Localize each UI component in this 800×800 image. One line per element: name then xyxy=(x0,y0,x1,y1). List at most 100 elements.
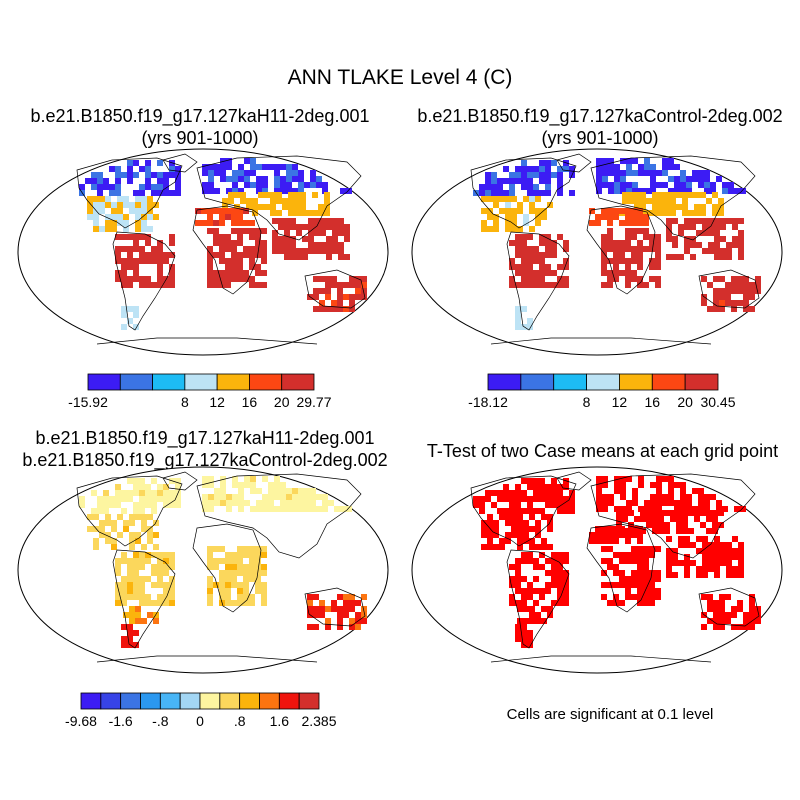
significant-cell xyxy=(601,546,607,552)
data-cell xyxy=(314,230,320,236)
data-cell xyxy=(755,276,761,282)
data-cell xyxy=(133,564,139,570)
data-cell xyxy=(684,224,690,230)
significant-cell xyxy=(515,636,521,642)
data-cell xyxy=(123,226,129,232)
data-cell xyxy=(231,258,237,264)
data-cell xyxy=(213,276,219,282)
data-cell xyxy=(613,252,619,258)
significant-cell xyxy=(655,588,661,594)
data-cell xyxy=(290,218,296,224)
data-cell xyxy=(503,190,509,196)
data-cell xyxy=(720,236,726,242)
data-cell xyxy=(133,490,139,496)
significant-cell xyxy=(557,484,563,490)
data-cell xyxy=(326,236,332,242)
data-cell xyxy=(710,188,716,194)
data-cell xyxy=(129,202,135,208)
data-cell xyxy=(631,258,637,264)
data-cell xyxy=(521,276,527,282)
data-cell xyxy=(668,188,674,194)
data-cell xyxy=(325,618,331,624)
significant-cell xyxy=(644,500,650,506)
data-cell xyxy=(105,220,111,226)
data-cell xyxy=(296,248,302,254)
significant-cell xyxy=(529,538,535,544)
significant-cell xyxy=(638,482,644,488)
data-cell xyxy=(678,224,684,230)
data-cell xyxy=(91,508,97,514)
data-cell xyxy=(169,564,175,570)
data-cell xyxy=(527,178,533,184)
data-cell xyxy=(157,564,163,570)
data-cell xyxy=(539,258,545,264)
significant-cell xyxy=(666,560,672,566)
significant-cell xyxy=(533,496,539,502)
significant-cell xyxy=(625,532,631,538)
significant-cell xyxy=(563,502,569,508)
data-cell xyxy=(280,176,286,182)
significant-cell xyxy=(521,594,527,600)
significant-cell xyxy=(497,490,503,496)
significant-cell xyxy=(539,588,545,594)
data-cell xyxy=(601,214,607,220)
data-cell xyxy=(214,500,220,506)
data-cell xyxy=(121,172,127,178)
significant-cell xyxy=(755,618,761,624)
data-cell xyxy=(163,552,169,558)
data-cell xyxy=(145,490,151,496)
significant-cell xyxy=(487,538,493,544)
data-cell xyxy=(219,270,225,276)
significant-cell xyxy=(726,542,732,548)
data-cell xyxy=(139,502,145,508)
data-cell xyxy=(243,276,249,282)
data-cell xyxy=(115,496,121,502)
significant-cell xyxy=(732,536,738,542)
data-cell xyxy=(115,600,121,606)
data-cell xyxy=(650,182,656,188)
data-cell xyxy=(237,252,243,258)
data-cell xyxy=(649,276,655,282)
data-cell xyxy=(231,208,237,214)
significant-cell xyxy=(527,582,533,588)
data-cell xyxy=(527,172,533,178)
data-cell xyxy=(304,500,310,506)
data-cell xyxy=(325,282,331,288)
data-cell xyxy=(133,594,139,600)
data-cell xyxy=(619,246,625,252)
significant-cell xyxy=(515,490,521,496)
data-cell xyxy=(225,600,231,606)
data-cell xyxy=(133,190,139,196)
significant-cell xyxy=(725,594,731,600)
data-cell xyxy=(256,500,262,506)
significant-cell xyxy=(684,536,690,542)
significant-cell xyxy=(509,576,515,582)
data-cell xyxy=(147,612,153,618)
data-cell xyxy=(135,606,141,612)
data-cell xyxy=(135,208,141,214)
data-cell xyxy=(244,170,250,176)
data-cell xyxy=(226,176,232,182)
data-cell xyxy=(662,158,668,164)
data-cell xyxy=(133,324,139,330)
data-cell xyxy=(613,240,619,246)
data-cell xyxy=(300,204,306,210)
data-cell xyxy=(509,276,515,282)
data-cell xyxy=(157,184,163,190)
data-cell xyxy=(207,588,213,594)
significant-cell xyxy=(473,496,479,502)
significant-cell xyxy=(557,588,563,594)
data-cell xyxy=(738,248,744,254)
data-cell xyxy=(601,270,607,276)
data-cell xyxy=(631,214,637,220)
significant-cell xyxy=(625,576,631,582)
data-cell xyxy=(278,236,284,242)
data-cell xyxy=(731,276,737,282)
data-cell xyxy=(670,210,676,216)
significant-cell xyxy=(515,564,521,570)
data-cell xyxy=(602,164,608,170)
significant-cell xyxy=(643,576,649,582)
data-cell xyxy=(274,476,280,482)
significant-cell xyxy=(515,582,521,588)
data-cell xyxy=(243,228,249,234)
